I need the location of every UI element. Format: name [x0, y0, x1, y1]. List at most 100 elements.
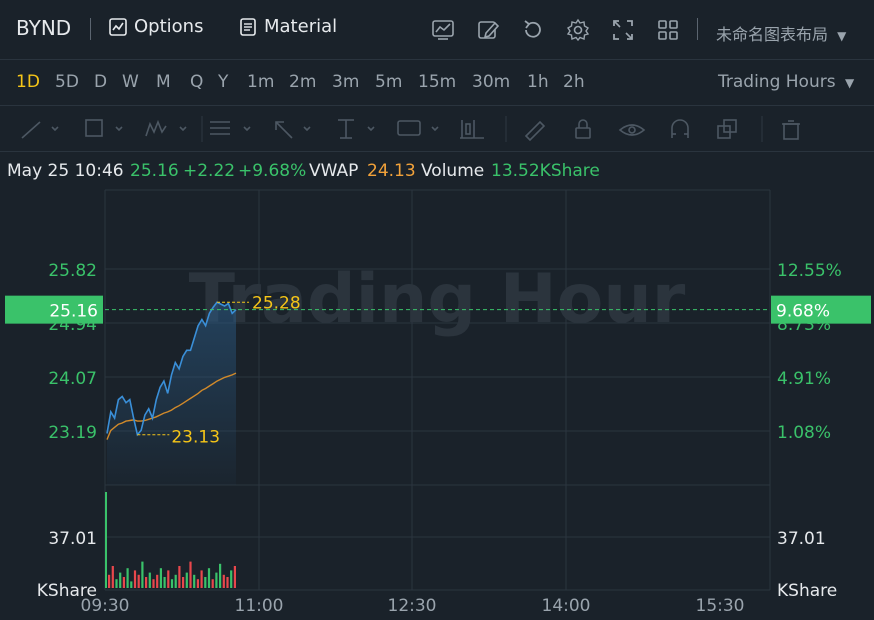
- volume-bar: [115, 579, 118, 588]
- timeframe-M[interactable]: M: [156, 72, 171, 92]
- volume-bar: [230, 570, 233, 588]
- volume-bar: [196, 579, 199, 588]
- info-change: +2.22: [183, 161, 236, 181]
- current-price-value: 25.16: [49, 302, 98, 322]
- drawing-tools: [21, 116, 800, 142]
- volume-bar: [159, 568, 162, 588]
- volume-bar: [133, 570, 137, 588]
- fib-tool-icon: [210, 121, 251, 135]
- volume-bar: [126, 568, 129, 588]
- session-dropdown[interactable]: Trading Hours ▼: [718, 72, 854, 92]
- volume-bar: [200, 570, 203, 588]
- volume-bar: [211, 579, 214, 588]
- gear-icon[interactable]: [566, 18, 590, 42]
- pct-tick-label: 12.55%: [777, 261, 842, 281]
- layout-name: 未命名图表布局: [716, 25, 829, 44]
- symbol-title[interactable]: BYND: [16, 16, 72, 40]
- timeframe-1D[interactable]: 1D: [16, 72, 40, 92]
- price-tick-label: 24.07: [48, 369, 97, 389]
- caret-down-icon: ▼: [845, 76, 855, 90]
- volume-bar: [193, 574, 196, 588]
- info-change-pct: +9.68%: [238, 161, 307, 181]
- layout-dropdown[interactable]: 未命名图表布局 ▼: [716, 21, 846, 45]
- volume-bar: [222, 574, 225, 588]
- options-button[interactable]: Options: [108, 16, 203, 37]
- timeframe-5D[interactable]: 5D: [55, 72, 79, 92]
- brush-tool-icon: [524, 120, 546, 142]
- lock-icon: [575, 119, 591, 139]
- info-volume-label: Volume: [421, 161, 485, 181]
- timeframe-15m[interactable]: 15m: [418, 72, 457, 92]
- session-label: Trading Hours: [718, 72, 836, 92]
- volume-tick-right: 37.01: [777, 529, 826, 549]
- volume-bar: [219, 563, 222, 588]
- volume-bar: [130, 581, 133, 588]
- current-price-tag: [5, 295, 103, 324]
- volume-bar: [178, 566, 181, 588]
- volume-bar: [167, 570, 170, 588]
- volume-bar: [156, 574, 159, 588]
- volume-bar: [111, 566, 114, 588]
- caret-down-icon: ▼: [837, 29, 847, 43]
- pattern-tool-icon: [145, 119, 187, 137]
- clone-icon: [717, 119, 737, 139]
- volume-bar: [148, 572, 151, 588]
- options-label: Options: [134, 16, 204, 37]
- price-tick-label: 25.82: [48, 261, 97, 281]
- timeframe-2h[interactable]: 2h: [563, 72, 585, 92]
- timeframe-3m[interactable]: 3m: [332, 72, 360, 92]
- fullscreen-icon[interactable]: [611, 18, 635, 42]
- price-line: [106, 301, 237, 437]
- volume-bar: [174, 574, 177, 588]
- volume-bar: [152, 579, 155, 588]
- volume-bar: [189, 561, 192, 588]
- divider: [90, 18, 91, 40]
- current-pct-tag: [771, 295, 871, 324]
- volume-bar: [108, 574, 111, 588]
- vwap-line: [106, 372, 237, 440]
- volume-bar: [182, 577, 185, 588]
- volume-bar: [170, 579, 174, 588]
- timeframe-1h[interactable]: 1h: [527, 72, 549, 92]
- timeframe-W[interactable]: W: [122, 72, 139, 92]
- layout-grid-icon[interactable]: [656, 18, 680, 42]
- timeframe-1m[interactable]: 1m: [247, 72, 275, 92]
- info-datetime: May 25 10:46: [7, 161, 124, 181]
- indicator-icon[interactable]: [431, 18, 455, 42]
- volume-bar: [233, 566, 236, 588]
- volume-bar: [215, 572, 218, 588]
- price-area: [107, 302, 236, 485]
- refresh-icon[interactable]: [521, 18, 545, 42]
- timeframe-2m[interactable]: 2m: [289, 72, 317, 92]
- trash-icon: [782, 120, 800, 140]
- candle-tool-icon: [460, 120, 484, 139]
- price-tick-label: 23.19: [48, 423, 97, 443]
- top-bar: BYND Options Material 未命名图表布局 ▼: [0, 0, 874, 60]
- magnet-icon: [671, 119, 689, 138]
- timeframe-30m[interactable]: 30m: [472, 72, 511, 92]
- current-pct-value: 9.68%: [776, 302, 830, 322]
- timeframe-Q[interactable]: Q: [190, 72, 204, 92]
- volume-bar: [141, 561, 144, 588]
- volume-bar: [163, 577, 166, 588]
- volume-unit-right: KShare: [777, 581, 837, 601]
- trend-line-tool-icon: [21, 121, 59, 139]
- volume-bar: [185, 572, 188, 588]
- pct-tick-label: 1.08%: [777, 423, 831, 443]
- timeframe-5m[interactable]: 5m: [375, 72, 403, 92]
- material-label: Material: [264, 16, 338, 37]
- rectangle-tool-icon: [85, 119, 123, 137]
- timeframe-D[interactable]: D: [94, 72, 108, 92]
- info-vwap: 24.13: [367, 161, 416, 181]
- time-tick-label: 15:30: [696, 596, 745, 616]
- volume-bar: [122, 577, 125, 588]
- timeframe-Y[interactable]: Y: [218, 72, 229, 92]
- material-button[interactable]: Material: [238, 16, 337, 37]
- info-vwap-label: VWAP: [309, 161, 359, 181]
- timeframe-bar: [0, 60, 874, 106]
- edit-icon[interactable]: [476, 18, 500, 42]
- time-tick-label: 09:30: [81, 596, 130, 616]
- low-label: 23.13: [171, 428, 220, 448]
- info-volume: 13.52KShare: [491, 161, 600, 181]
